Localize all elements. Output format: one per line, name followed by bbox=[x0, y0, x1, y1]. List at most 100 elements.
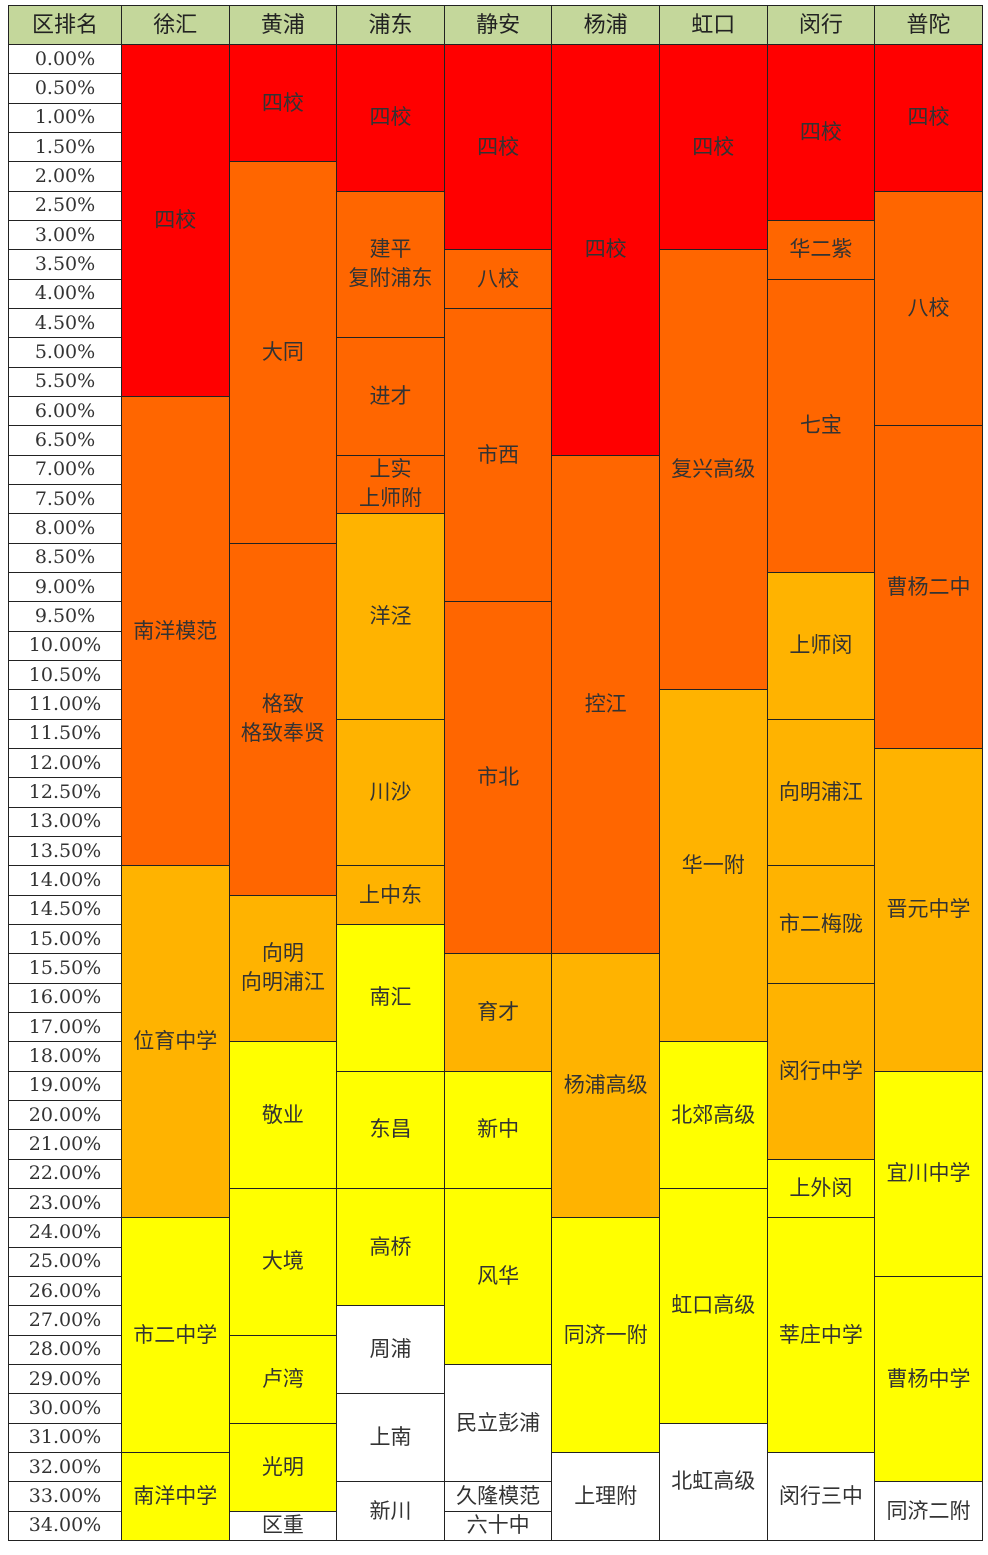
cell-text: 四校 bbox=[261, 90, 304, 115]
cell-text: 格致奉贤 bbox=[240, 721, 325, 746]
rank-cell: 32.00% bbox=[8, 1452, 122, 1483]
cell-text: 10.50% bbox=[28, 663, 102, 686]
rank-cell: 4.50% bbox=[8, 308, 122, 339]
cell-text: 23.00% bbox=[28, 1191, 102, 1214]
cell-text: 5.00% bbox=[34, 341, 96, 363]
header-cell: 闵行 bbox=[766, 5, 876, 45]
cell-text: 敬业 bbox=[261, 1102, 304, 1127]
school-block: 闵行三中 bbox=[766, 1452, 876, 1541]
cell-text: 向明 bbox=[261, 941, 304, 966]
school-block: 宜川中学 bbox=[874, 1070, 983, 1277]
rank-cell: 2.50% bbox=[8, 190, 122, 221]
cell-text: 宜川中学 bbox=[886, 1161, 971, 1186]
cell-text: 上师附 bbox=[358, 486, 422, 511]
rank-cell: 10.50% bbox=[8, 660, 122, 691]
school-block: 区重 bbox=[228, 1510, 338, 1541]
school-block: 南洋中学 bbox=[121, 1452, 230, 1541]
rank-cell: 14.50% bbox=[8, 894, 122, 925]
cell-text: 0.00% bbox=[34, 47, 96, 70]
cell-text: 民立彭浦 bbox=[456, 1410, 541, 1435]
cell-text: 3.00% bbox=[34, 223, 96, 246]
cell-text: 四校 bbox=[907, 105, 950, 130]
cell-text: 位育中学 bbox=[133, 1029, 218, 1054]
cell-text: 四校 bbox=[477, 134, 520, 159]
cell-text: 21.00% bbox=[28, 1133, 102, 1155]
cell-text: 市二中学 bbox=[133, 1322, 218, 1347]
school-block: 市二梅陇 bbox=[766, 865, 876, 984]
school-block: 曹杨中学 bbox=[874, 1276, 983, 1483]
school-block: 四校 bbox=[659, 44, 768, 251]
cell-text: 同济一附 bbox=[563, 1322, 648, 1347]
header-cell: 杨浦 bbox=[551, 5, 660, 45]
cell-text: 育才 bbox=[477, 999, 520, 1024]
header-cell: 浦东 bbox=[336, 5, 445, 45]
school-block: 民立彭浦 bbox=[443, 1364, 553, 1483]
school-block: 莘庄中学 bbox=[766, 1217, 876, 1453]
school-block: 四校 bbox=[228, 44, 338, 163]
school-block: 向明浦江 bbox=[766, 718, 876, 867]
school-block: 四校 bbox=[336, 44, 445, 192]
school-block: 大同 bbox=[228, 161, 338, 544]
rank-cell: 31.00% bbox=[8, 1422, 122, 1453]
school-block: 曹杨二中 bbox=[874, 425, 983, 749]
cell-text: 格致 bbox=[261, 692, 304, 717]
rank-cell: 6.00% bbox=[8, 396, 122, 427]
header-cell: 静安 bbox=[443, 5, 553, 45]
cell-text: 8.00% bbox=[34, 517, 96, 539]
school-block: 高桥 bbox=[336, 1188, 445, 1307]
school-block: 复兴高级 bbox=[659, 249, 768, 691]
school-block: 上实 上师附 bbox=[336, 454, 445, 515]
cell-text: 4.50% bbox=[34, 311, 96, 334]
cell-text: 八校 bbox=[477, 266, 520, 291]
cell-text: 11.00% bbox=[28, 693, 102, 715]
rank-cell: 30.00% bbox=[8, 1393, 122, 1424]
school-block: 南洋模范 bbox=[121, 396, 230, 867]
cell-text: 20.00% bbox=[28, 1103, 102, 1126]
rank-cell: 11.00% bbox=[8, 689, 122, 720]
rank-cell: 4.00% bbox=[8, 278, 122, 309]
rank-cell: 15.50% bbox=[8, 953, 122, 984]
cell-text: 四校 bbox=[369, 105, 412, 130]
cell-text: 区重 bbox=[261, 1513, 304, 1538]
rank-cell: 0.50% bbox=[8, 73, 122, 104]
rank-cell: 7.00% bbox=[8, 454, 122, 485]
rank-cell: 13.50% bbox=[8, 836, 122, 867]
cell-text: 风华 bbox=[477, 1264, 520, 1288]
rank-cell: 27.00% bbox=[8, 1305, 122, 1336]
cell-text: 高桥 bbox=[369, 1234, 412, 1259]
cell-text: 12.00% bbox=[28, 751, 102, 774]
rank-cell: 33.00% bbox=[8, 1481, 122, 1512]
school-block: 格致 格致奉贤 bbox=[228, 542, 338, 896]
rank-cell: 20.00% bbox=[8, 1100, 122, 1131]
rank-cell: 7.50% bbox=[8, 484, 122, 515]
cell-text: 大同 bbox=[261, 339, 304, 364]
cell-text: 晋元中学 bbox=[886, 897, 971, 922]
school-block: 八校 bbox=[443, 249, 553, 309]
school-block: 市西 bbox=[443, 308, 553, 603]
school-block: 市二中学 bbox=[121, 1217, 230, 1453]
cell-text: 7.50% bbox=[34, 487, 96, 510]
header-cell: 虹口 bbox=[659, 5, 768, 45]
rank-cell: 24.00% bbox=[8, 1217, 122, 1248]
school-block: 风华 bbox=[443, 1188, 553, 1365]
cell-text: 17.00% bbox=[28, 1015, 102, 1038]
cell-text: 向明浦江 bbox=[240, 970, 325, 995]
cell-text: 19.00% bbox=[28, 1074, 102, 1097]
rank-cell: 1.00% bbox=[8, 102, 122, 133]
cell-text: 北郊高级 bbox=[671, 1102, 756, 1127]
cell-text: 杨浦高级 bbox=[563, 1073, 648, 1098]
cell-text: 同济二附 bbox=[886, 1498, 971, 1523]
cell-text: 16.00% bbox=[28, 986, 102, 1009]
school-block: 四校 bbox=[551, 44, 660, 456]
school-block: 控江 bbox=[551, 454, 660, 955]
rank-cell: 5.50% bbox=[8, 366, 122, 397]
rank-cell: 8.50% bbox=[8, 542, 122, 573]
rank-cell: 18.00% bbox=[8, 1041, 122, 1072]
cell-text: 普陀 bbox=[906, 12, 951, 38]
cell-text: 14.00% bbox=[28, 869, 102, 891]
cell-text: 六十中 bbox=[466, 1513, 530, 1538]
cell-text: 26.00% bbox=[28, 1279, 102, 1302]
cell-text: 1.50% bbox=[34, 135, 96, 158]
cell-text: 进才 bbox=[369, 383, 412, 408]
